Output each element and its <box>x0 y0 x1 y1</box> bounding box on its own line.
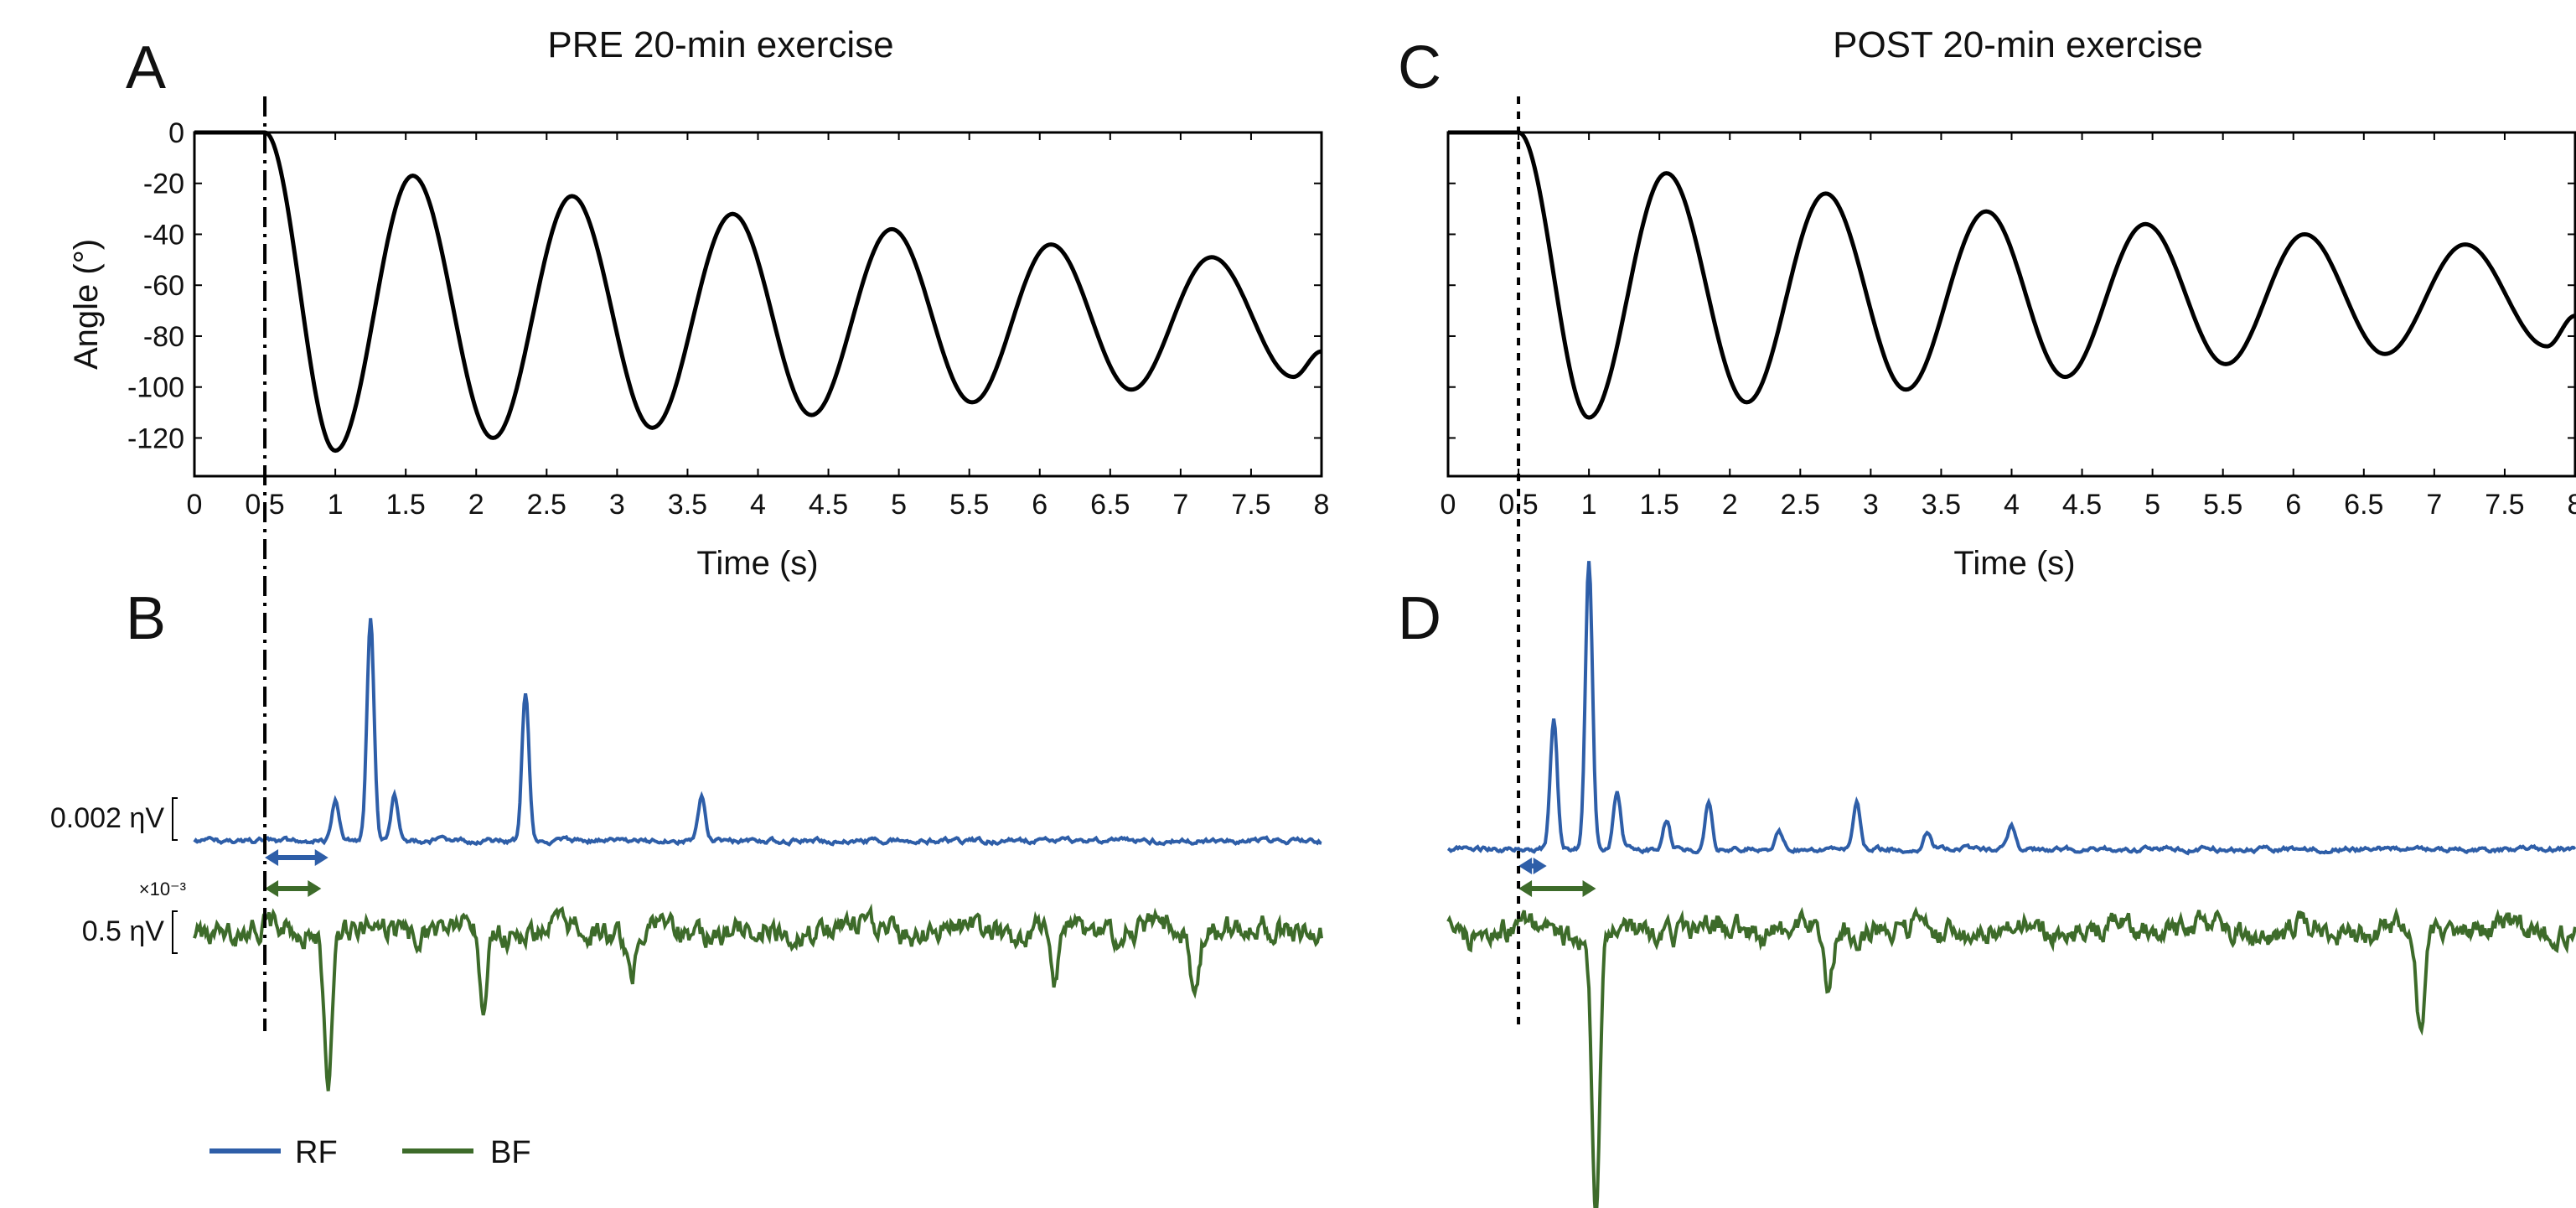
y-tick-label-a-0: 0 <box>168 117 184 149</box>
x-tick-label-c-16: 8 <box>2568 489 2576 521</box>
x-tick-label-a-11: 5.5 <box>949 489 989 521</box>
y-tick-label-a-1: -20 <box>143 168 184 200</box>
panel-letter-c: C <box>1398 34 1441 101</box>
plot-area-pre: 0 0.5 1 1.5 2 2.5 3 3.5 4 4.5 5 5.5 6 6.5 7 7.5 8 0-20-4… <box>68 117 1329 582</box>
chart-title-pre: PRE 20-min exercise <box>547 24 893 65</box>
x-tick-label-a-9: 4.5 <box>809 489 848 521</box>
delay-arrow-head-end-bf <box>1582 880 1596 897</box>
x-tick-label-c-3: 1.5 <box>1640 489 1679 521</box>
x-axis-ticks-pre: 0 0.5 1 1.5 2 2.5 3 3.5 4 4.5 5 5.5 6 6.5 7 7.5 8 <box>187 132 1330 521</box>
x-axis-ticks-post: 0 0.5 1 1.5 2 2.5 3 3.5 4 4.5 5 5.5 6 6.5 7 7.5 8 <box>1441 132 2576 521</box>
y-tick-label-a-5: -100 <box>127 372 184 404</box>
x-tick-label-a-12: 6 <box>1032 489 1047 521</box>
x-tick-label-c-15: 7.5 <box>2485 489 2524 521</box>
x-axis-title-pre: Time (s) <box>696 545 818 582</box>
delay-arrows-pre <box>265 849 328 897</box>
delay-arrow-head-end-rf <box>1533 858 1547 874</box>
legend: RF BF <box>209 1135 531 1170</box>
scale-bar-bf: 0.5 ηV ×10⁻³ <box>82 879 186 954</box>
emg-panel-post <box>1446 561 2576 1208</box>
series-line-bf-pre <box>193 903 1323 1091</box>
series-line-rf-pre <box>193 618 1322 848</box>
delay-arrow-head-end-bf <box>308 880 322 897</box>
scale-bar-bf-exponent: ×10⁻³ <box>139 879 186 900</box>
panel-letter-d: D <box>1398 585 1441 652</box>
x-tick-label-c-14: 7 <box>2426 489 2442 521</box>
scale-bar-rf-label: 0.002 ηV <box>50 802 164 834</box>
delay-arrow-head-start-bf <box>1518 880 1533 897</box>
x-tick-label-a-5: 2.5 <box>527 489 566 521</box>
delay-arrow-head-start-rf <box>265 849 279 866</box>
emg-panel-pre <box>193 618 1323 1091</box>
x-tick-label-a-2: 1 <box>328 489 344 521</box>
x-tick-label-a-3: 1.5 <box>386 489 426 521</box>
delay-arrow-head-start-bf <box>265 880 279 897</box>
x-tick-label-c-12: 6 <box>2285 489 2301 521</box>
x-tick-label-c-9: 4.5 <box>2062 489 2102 521</box>
x-tick-label-c-6: 3 <box>1863 489 1879 521</box>
x-tick-label-a-4: 2 <box>468 489 484 521</box>
series-line-angle-post <box>1448 130 2575 420</box>
x-tick-label-a-10: 5 <box>891 489 907 521</box>
y-tick-label-a-2: -40 <box>143 219 184 251</box>
x-tick-label-c-5: 2.5 <box>1781 489 1820 521</box>
scale-bar-bf-label: 0.5 ηV <box>82 915 165 947</box>
x-tick-label-c-4: 2 <box>1722 489 1738 521</box>
scale-bar-rf: 0.002 ηV <box>50 797 178 841</box>
y-axis-ticks-post <box>1448 132 2575 439</box>
x-tick-label-c-8: 4 <box>2004 489 2020 521</box>
x-tick-label-a-7: 3.5 <box>668 489 707 521</box>
y-tick-label-a-6: -120 <box>127 423 184 454</box>
x-tick-label-a-13: 6.5 <box>1090 489 1130 521</box>
legend-label-rf: RF <box>295 1135 338 1170</box>
y-axis-ticks-pre: 0 -20 -40 -60 -80 -100 -120 <box>127 117 1322 454</box>
series-line-bf-post <box>1446 905 2576 1208</box>
delay-arrow-head-end-rf <box>314 849 328 866</box>
x-tick-label-a-15: 7.5 <box>1231 489 1270 521</box>
y-axis-title-pre: Angle (°) <box>68 239 105 370</box>
panel-letter-b: B <box>126 585 166 652</box>
x-tick-label-c-0: 0 <box>1441 489 1456 521</box>
x-tick-label-c-2: 1 <box>1581 489 1597 521</box>
plot-area-post: 0 0.5 1 1.5 2 2.5 3 3.5 4 4.5 5 5.5 6 6.5 7 7.5 8 Time (… <box>1441 130 2576 582</box>
x-tick-label-c-10: 5 <box>2144 489 2160 521</box>
x-tick-label-a-14: 7 <box>1172 489 1188 521</box>
chart-title-post: POST 20-min exercise <box>1833 24 2203 65</box>
panel-letter-a: A <box>126 34 166 101</box>
axes-frame-post <box>1446 131 2576 478</box>
delay-arrows-post <box>1518 858 1596 897</box>
x-tick-label-c-7: 3.5 <box>1922 489 1961 521</box>
x-axis-title-post: Time (s) <box>1953 545 2075 582</box>
x-tick-label-a-6: 3 <box>609 489 625 521</box>
y-tick-label-a-3: -60 <box>143 270 184 302</box>
x-tick-label-a-8: 4 <box>750 489 766 521</box>
delay-arrow-head-start-rf <box>1518 858 1533 874</box>
x-tick-label-a-0: 0 <box>187 489 203 521</box>
x-tick-label-c-11: 5.5 <box>2203 489 2242 521</box>
axes-frame-pre <box>193 131 1323 478</box>
legend-label-bf: BF <box>490 1135 531 1170</box>
x-tick-label-a-16: 8 <box>1314 489 1330 521</box>
y-tick-label-a-4: -80 <box>143 321 184 353</box>
series-line-angle-pre <box>194 130 1322 454</box>
x-tick-label-c-13: 6.5 <box>2344 489 2383 521</box>
series-line-rf-post <box>1446 561 2576 856</box>
